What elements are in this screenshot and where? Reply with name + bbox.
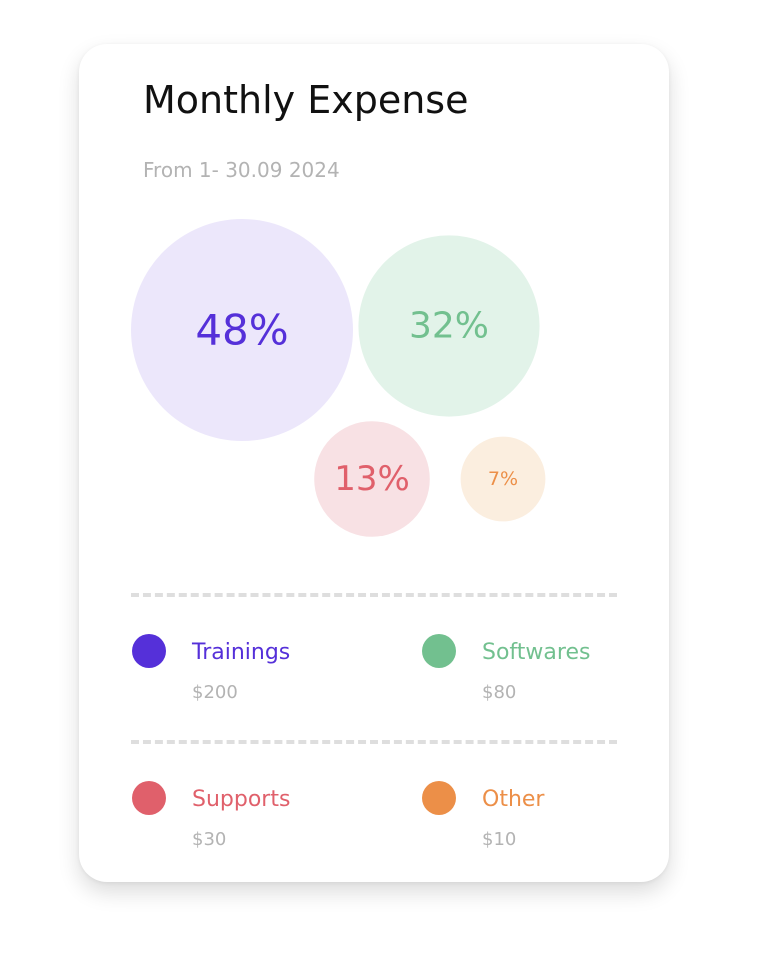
dot-icon [422, 781, 456, 815]
legend-label: Supports [192, 787, 291, 812]
card-subtitle: From 1- 30.09 2024 [143, 158, 340, 182]
dot-icon [132, 634, 166, 668]
legend-amount: $200 [192, 682, 238, 703]
bubble-other [460, 436, 546, 522]
bubble-chart: 48% 32% 13% 7% [131, 219, 546, 537]
legend-amount: $10 [482, 829, 517, 850]
dot-icon [132, 781, 166, 815]
bubble-label-supports: 13% [334, 459, 410, 499]
bubble-label-other: 7% [488, 468, 518, 490]
bubble-softwares [358, 235, 540, 417]
card-title: Monthly Expense [143, 78, 469, 122]
legend-item-trainings: Trainings $200 [132, 634, 372, 714]
legend-item-supports: Supports $30 [132, 781, 372, 861]
legend-amount: $30 [192, 829, 227, 850]
legend-label: Other [482, 787, 545, 812]
legend-divider-middle [131, 740, 617, 744]
legend-label: Trainings [192, 640, 291, 665]
legend-item-softwares: Softwares $80 [422, 634, 662, 714]
bubble-trainings [131, 219, 353, 441]
dot-icon [422, 634, 456, 668]
bubble-supports [314, 421, 430, 537]
bubble-label-softwares: 32% [409, 306, 489, 347]
legend-item-other: Other $10 [422, 781, 662, 861]
legend-divider-top [131, 593, 617, 597]
legend-label: Softwares [482, 640, 591, 665]
legend-amount: $80 [482, 682, 517, 703]
expense-card: Monthly Expense From 1- 30.09 2024 48% 32… [79, 44, 669, 882]
bubble-label-trainings: 48% [195, 306, 288, 355]
